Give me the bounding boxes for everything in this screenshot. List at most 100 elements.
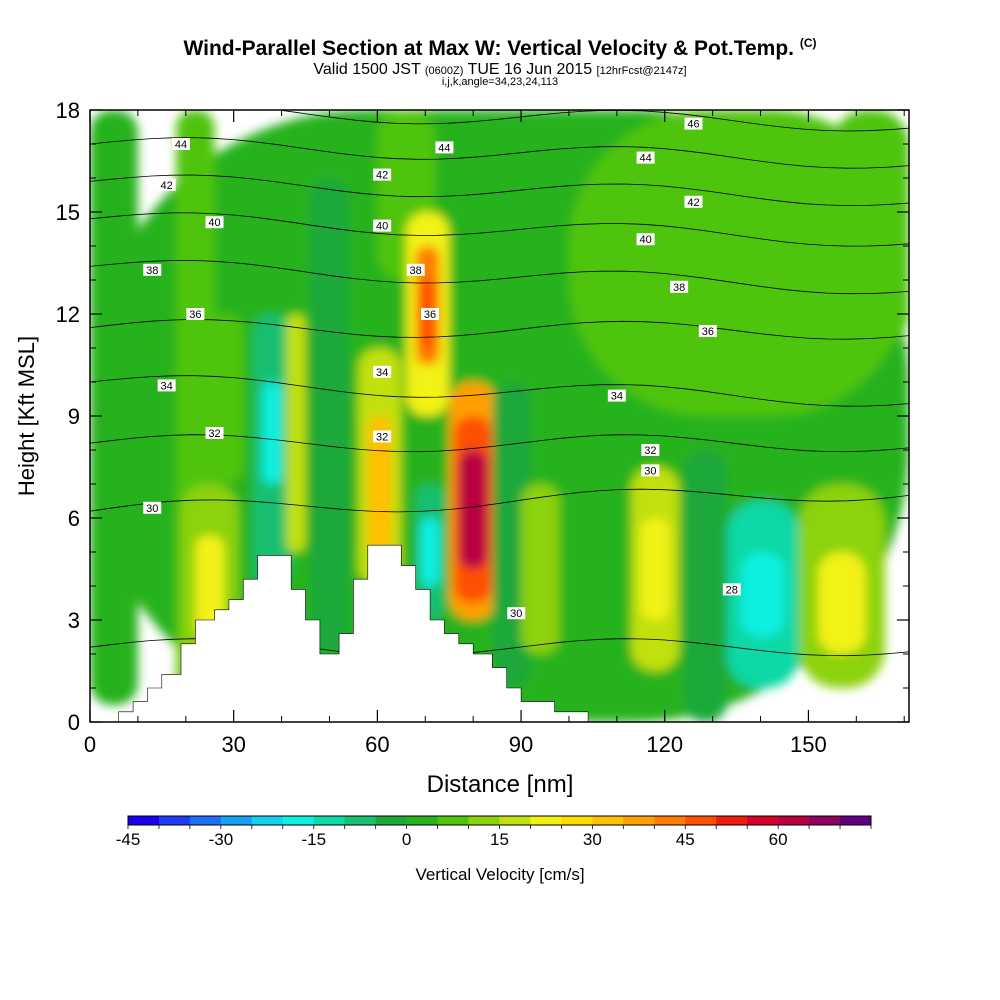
velocity-region [521, 484, 560, 654]
x-tick-label: 150 [790, 732, 827, 757]
contour-label: 46 [684, 117, 703, 131]
contour-label-text: 36 [189, 309, 201, 321]
colorbar-swatch [375, 816, 407, 825]
contour-label-text: 30 [510, 608, 522, 620]
x-tick-label: 120 [646, 732, 683, 757]
contour-label-text: 46 [687, 119, 699, 131]
contour-label-text: 42 [376, 170, 388, 182]
theta-contour-30 [90, 488, 909, 513]
y-tick-label: 6 [68, 506, 80, 531]
contour-label-text: 40 [639, 234, 651, 246]
velocity-region [286, 314, 306, 552]
contour-label-text: 36 [424, 309, 436, 321]
contour-label: 34 [607, 389, 626, 403]
colorbar-swatch [809, 816, 841, 825]
contour-label-text: 44 [175, 139, 187, 151]
theta-contour-46 [90, 110, 909, 132]
contour-label: 30 [507, 607, 526, 620]
contour-label: 42 [373, 168, 392, 182]
terrain [90, 544, 909, 723]
contour-label-text: 40 [208, 217, 220, 229]
contour-label-text: 34 [376, 367, 388, 379]
colorbar-tick-label: 0 [402, 830, 411, 849]
velocity-region [204, 314, 244, 484]
theta-contour-42 [90, 174, 909, 207]
theta-contour-32 [90, 434, 909, 453]
contour-label: 34 [373, 365, 392, 379]
chart-title-text: Wind-Parallel Section at Max W: Vertical… [183, 37, 794, 60]
contour-label: 44 [636, 151, 655, 165]
valid-utc: (0600Z) [424, 65, 464, 77]
contour-label-text: 30 [146, 503, 158, 515]
theta-contour-34 [90, 375, 909, 407]
contour-label-text: 38 [410, 265, 422, 277]
contour-label-text: 32 [208, 428, 220, 440]
contour-label: 42 [684, 195, 703, 209]
velocity-region [818, 552, 866, 654]
y-tick-label: 3 [68, 608, 80, 633]
contour-label: 32 [205, 427, 224, 440]
x-tick-label: 60 [365, 732, 389, 757]
grid-params: i,j,k,angle=34,23,24,113 [441, 76, 559, 88]
colorbar-swatch [251, 816, 284, 825]
contour-label-text: 44 [639, 153, 651, 165]
colorbar-swatch [468, 816, 500, 825]
forecast-info: [12hrFcst@2147z] [596, 65, 687, 77]
colorbar-swatch [158, 816, 191, 825]
colorbar-swatch [561, 816, 593, 825]
theta-contour-44 [90, 137, 909, 169]
colorbar-swatch [128, 816, 160, 825]
colorbar: -45 -30 -15 0 15 30 45 60 [116, 815, 872, 849]
x-tick-label: 90 [509, 732, 533, 757]
contour-label: 44 [172, 138, 190, 151]
contour-label: 36 [698, 325, 717, 338]
contour-label-text: 40 [376, 221, 388, 233]
contour-label-text: 32 [644, 445, 656, 457]
colorbar-swatch [189, 816, 222, 825]
colorbar-swatch [778, 816, 810, 825]
colorbar-swatch [592, 816, 624, 825]
contour-label: 34 [157, 379, 176, 392]
velocity-region [420, 518, 440, 586]
contour-label: 32 [641, 444, 660, 457]
colorbar-tick-label: 60 [769, 830, 788, 849]
velocity-region [568, 110, 909, 416]
velocity-region [458, 450, 488, 569]
velocity-region [741, 552, 785, 637]
y-tick-label: 15 [56, 200, 80, 225]
colorbar-swatch [313, 816, 346, 825]
x-axis: 0 30 60 90 120 150 [84, 110, 905, 757]
contour-label-text: 34 [161, 380, 173, 392]
colorbar-tick-label: 45 [676, 830, 695, 849]
contour-label: 28 [722, 583, 741, 596]
contour-label: 36 [186, 308, 205, 321]
copyright-mark: (C) [799, 36, 817, 50]
velocity-region [683, 450, 727, 722]
y-tick-label: 12 [56, 302, 80, 327]
colorbar-swatch [685, 816, 717, 825]
contour-label: 40 [636, 233, 655, 246]
colorbar-swatch [840, 816, 872, 825]
colorbar-swatch [716, 816, 748, 825]
colorbar-tick-label: -30 [209, 830, 234, 849]
colorbar-tick-label: -15 [301, 830, 326, 849]
contour-label-text: 44 [438, 142, 450, 154]
colorbar-swatch [499, 816, 531, 825]
chart-subtitle: Valid 1500 JST (0600Z) TUE 16 Jun 2015 [… [0, 61, 1000, 79]
contour-label: 44 [435, 141, 454, 154]
contour-label-text: 36 [702, 326, 714, 338]
contour-labels: 44 42 40 38 36 34 32 30 42 40 38 36 34 32 44 30 46 44 42 40… [143, 117, 741, 620]
valid-date: TUE 16 Jun 2015 [467, 61, 593, 78]
contour-label: 38 [143, 263, 162, 277]
contour-label-text: 38 [146, 265, 158, 277]
x-tick-label: 0 [84, 732, 96, 757]
colorbar-swatch [747, 816, 779, 825]
velocity-region [310, 178, 349, 654]
contour-label: 30 [641, 464, 660, 477]
contour-label-text: 42 [161, 180, 173, 192]
velocity-region [90, 110, 138, 705]
chart-title: Wind-Parallel Section at Max W: Vertical… [0, 36, 1000, 61]
theta-contour-40 [90, 212, 909, 247]
contour-label: 38 [670, 280, 689, 294]
